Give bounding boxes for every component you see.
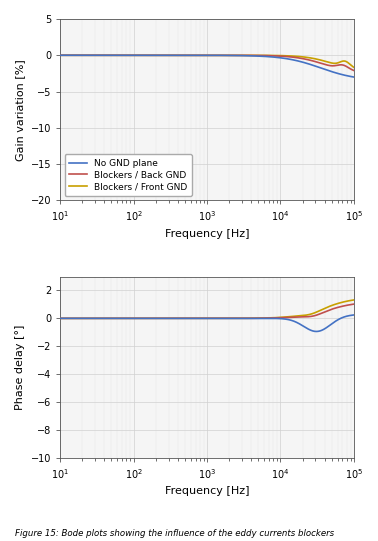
Line: No GND plane: No GND plane [60, 55, 354, 77]
Blockers / Front GND [287, 313, 291, 320]
Blockers / Front GND [58, 315, 62, 321]
No GND plane [314, 328, 319, 335]
No GND plane [352, 74, 356, 80]
X-axis label: Frequency [Hz]: Frequency [Hz] [165, 486, 249, 496]
Blockers / Back GND [287, 314, 291, 321]
X-axis label: Frequency [Hz]: Frequency [Hz] [165, 229, 249, 239]
Blockers / Front GND [352, 296, 356, 303]
Blockers / Front GND [260, 315, 264, 321]
Blockers / Front GND [88, 315, 92, 321]
Line: Blockers / Front GND: Blockers / Front GND [60, 300, 354, 318]
Blockers / Back GND [177, 315, 181, 321]
Blockers / Back GND [292, 54, 297, 61]
Blockers / Back GND [88, 315, 92, 321]
Y-axis label: Phase delay [°]: Phase delay [°] [15, 325, 25, 410]
Blockers / Front GND [292, 53, 297, 60]
Blockers / Front GND [187, 315, 192, 321]
No GND plane [352, 312, 356, 318]
Line: Blockers / Front GND: Blockers / Front GND [60, 55, 354, 68]
Blockers / Back GND [88, 52, 92, 58]
Line: No GND plane: No GND plane [60, 315, 354, 332]
Blockers / Front GND [352, 64, 356, 71]
Blockers / Front GND [287, 52, 291, 59]
Blockers / Back GND [58, 315, 62, 321]
No GND plane [292, 57, 297, 63]
Blockers / Front GND [260, 52, 264, 58]
Blockers / Back GND [352, 67, 356, 74]
No GND plane [187, 52, 192, 58]
No GND plane [88, 315, 92, 321]
No GND plane [287, 56, 291, 62]
No GND plane [292, 318, 297, 325]
Blockers / Front GND [58, 52, 62, 58]
Text: Figure 15: Bode plots showing the influence of the eddy currents blockers: Figure 15: Bode plots showing the influe… [15, 529, 334, 538]
Blockers / Back GND [287, 54, 291, 60]
No GND plane [260, 53, 264, 60]
No GND plane [187, 315, 192, 321]
No GND plane [58, 315, 62, 321]
No GND plane [177, 315, 181, 321]
Blockers / Front GND [292, 313, 297, 320]
Blockers / Back GND [177, 52, 181, 58]
No GND plane [287, 316, 291, 323]
Blockers / Back GND [352, 301, 356, 307]
Blockers / Front GND [177, 52, 181, 58]
Line: Blockers / Back GND: Blockers / Back GND [60, 55, 354, 70]
Blockers / Back GND [292, 314, 297, 320]
Blockers / Front GND [177, 315, 181, 321]
Blockers / Back GND [260, 315, 264, 321]
No GND plane [58, 52, 62, 58]
No GND plane [88, 52, 92, 58]
Y-axis label: Gain variation [%]: Gain variation [%] [15, 59, 25, 161]
Blockers / Back GND [260, 52, 264, 59]
Blockers / Front GND [187, 52, 192, 58]
No GND plane [260, 315, 264, 321]
Blockers / Back GND [58, 52, 62, 58]
Blockers / Front GND [88, 52, 92, 58]
Legend: No GND plane, Blockers / Back GND, Blockers / Front GND: No GND plane, Blockers / Back GND, Block… [65, 154, 192, 196]
Line: Blockers / Back GND: Blockers / Back GND [60, 304, 354, 318]
Blockers / Back GND [187, 52, 192, 58]
Blockers / Back GND [187, 315, 192, 321]
No GND plane [177, 52, 181, 58]
